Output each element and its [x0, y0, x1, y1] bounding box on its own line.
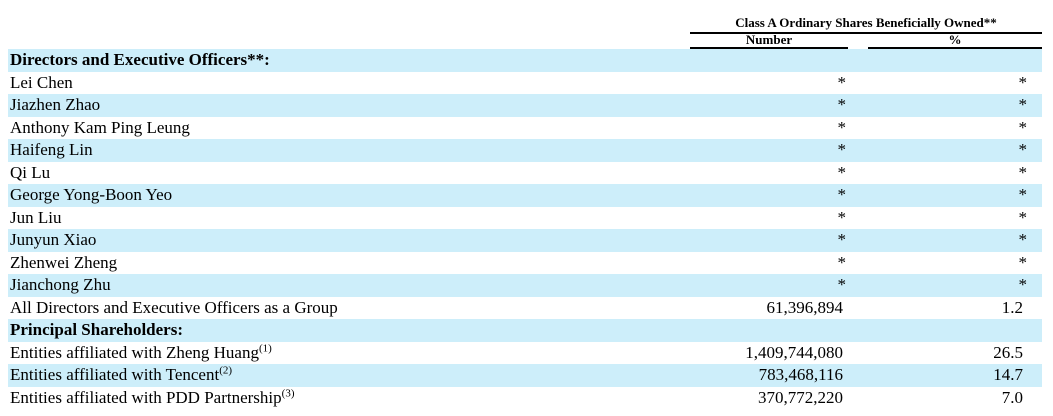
number-cell: * — [837, 95, 847, 114]
table-row: Junyun Xiao * * — [8, 229, 1042, 252]
label-text: Qi Lu — [10, 162, 51, 182]
row-label: Lei Chen — [10, 72, 73, 95]
percent-cell: 1.2 — [1001, 297, 1023, 317]
percent-cell: 14.7 — [993, 365, 1023, 384]
table-row: Entities affiliated with Zheng Huang(1) 1… — [8, 342, 1042, 365]
row-label: Entities affiliated with Zheng Huang(1) — [10, 342, 272, 365]
number-cell: * — [837, 207, 847, 227]
row-label: Qi Lu — [10, 162, 50, 185]
header-title: Class A Ordinary Shares Beneficially Own… — [735, 15, 997, 30]
percent-cell: * — [1018, 252, 1028, 272]
label-text: George Yong-Boon Yeo — [10, 185, 173, 204]
row-label: Jiazhen Zhao — [10, 94, 100, 117]
percent-cell: * — [1018, 185, 1028, 204]
label-text: Entities affiliated with Zheng Huang — [10, 342, 259, 362]
number-cell: 370,772,220 — [758, 387, 843, 407]
table-row: Jianchong Zhu * * — [8, 274, 1042, 297]
row-label: Jun Liu — [10, 207, 61, 230]
table-row: George Yong-Boon Yeo * * — [8, 184, 1042, 207]
percent-cell: 26.5 — [993, 342, 1023, 362]
table-row: Lei Chen * * — [8, 72, 1042, 95]
row-label: Entities affiliated with Tencent(2) — [10, 364, 232, 387]
percent-cell: * — [1018, 140, 1028, 159]
table-row: Zhenwei Zheng * * — [8, 252, 1042, 275]
footnote-ref: (3) — [281, 386, 295, 399]
label-text: Jun Liu — [10, 207, 62, 227]
table-row: Anthony Kam Ping Leung * * — [8, 117, 1042, 140]
footnote-ref: (2) — [219, 364, 233, 377]
row-label: George Yong-Boon Yeo — [10, 184, 172, 207]
section-title: Directors and Executive Officers**: — [10, 50, 270, 69]
percent-cell: * — [1018, 230, 1028, 249]
table-row: Qi Lu * * — [8, 162, 1042, 185]
col-number: Number — [745, 32, 793, 47]
row-label: Entities affiliated with PDD Partnership… — [10, 387, 294, 410]
table-row: Entities affiliated with PDD Partnership… — [8, 387, 1042, 410]
percent-cell: * — [1018, 95, 1028, 114]
table-row: Jiazhen Zhao * * — [8, 94, 1042, 117]
label-text: All Directors and Executive Officers as … — [10, 297, 338, 317]
percent-cell: * — [1018, 117, 1028, 137]
label-text: Haifeng Lin — [10, 140, 93, 159]
table-row: Entities affiliated with Tencent(2) 783,4… — [8, 364, 1042, 387]
footnote-ref: (1) — [258, 341, 272, 354]
number-cell: 61,396,894 — [766, 297, 844, 317]
row-label: Zhenwei Zheng — [10, 252, 117, 275]
number-cell: * — [837, 140, 847, 159]
number-cell: * — [837, 117, 847, 137]
label-text: Jianchong Zhu — [10, 275, 111, 294]
section-row: Directors and Executive Officers**: — [8, 49, 1042, 72]
row-label: All Directors and Executive Officers as … — [10, 297, 338, 320]
number-cell: * — [837, 72, 847, 92]
label-text: Zhenwei Zheng — [10, 252, 118, 272]
section-title: Principal Shareholders: — [10, 320, 183, 339]
row-label: Haifeng Lin — [10, 139, 93, 162]
rule — [868, 47, 1042, 49]
row-label: Jianchong Zhu — [10, 274, 111, 297]
table-row: All Directors and Executive Officers as … — [8, 297, 1042, 320]
number-cell: * — [837, 185, 847, 204]
percent-cell: * — [1018, 162, 1028, 182]
number-cell: 783,468,116 — [758, 365, 843, 384]
label-text: Junyun Xiao — [10, 230, 97, 249]
percent-cell: 7.0 — [1001, 387, 1023, 407]
table-row: Jun Liu * * — [8, 207, 1042, 230]
percent-cell: * — [1018, 207, 1028, 227]
row-label: Junyun Xiao — [10, 229, 96, 252]
rule — [690, 47, 848, 49]
label-text: Entities affiliated with PDD Partnership — [10, 387, 282, 407]
percent-cell: * — [1018, 72, 1028, 92]
number-cell: * — [837, 275, 847, 294]
col-percent: % — [948, 32, 962, 47]
number-cell: * — [837, 162, 847, 182]
label-text: Anthony Kam Ping Leung — [10, 117, 190, 137]
section-row: Principal Shareholders: — [8, 319, 1042, 342]
percent-cell: * — [1018, 275, 1028, 294]
label-text: Lei Chen — [10, 72, 73, 92]
number-cell: * — [837, 252, 847, 272]
table-row: Haifeng Lin * * — [8, 139, 1042, 162]
number-cell: 1,409,744,080 — [745, 342, 843, 362]
label-text: Entities affiliated with Tencent — [10, 365, 220, 384]
rule — [690, 32, 1042, 34]
label-text: Jiazhen Zhao — [10, 95, 101, 114]
number-cell: * — [837, 230, 847, 249]
row-label: Anthony Kam Ping Leung — [10, 117, 190, 140]
